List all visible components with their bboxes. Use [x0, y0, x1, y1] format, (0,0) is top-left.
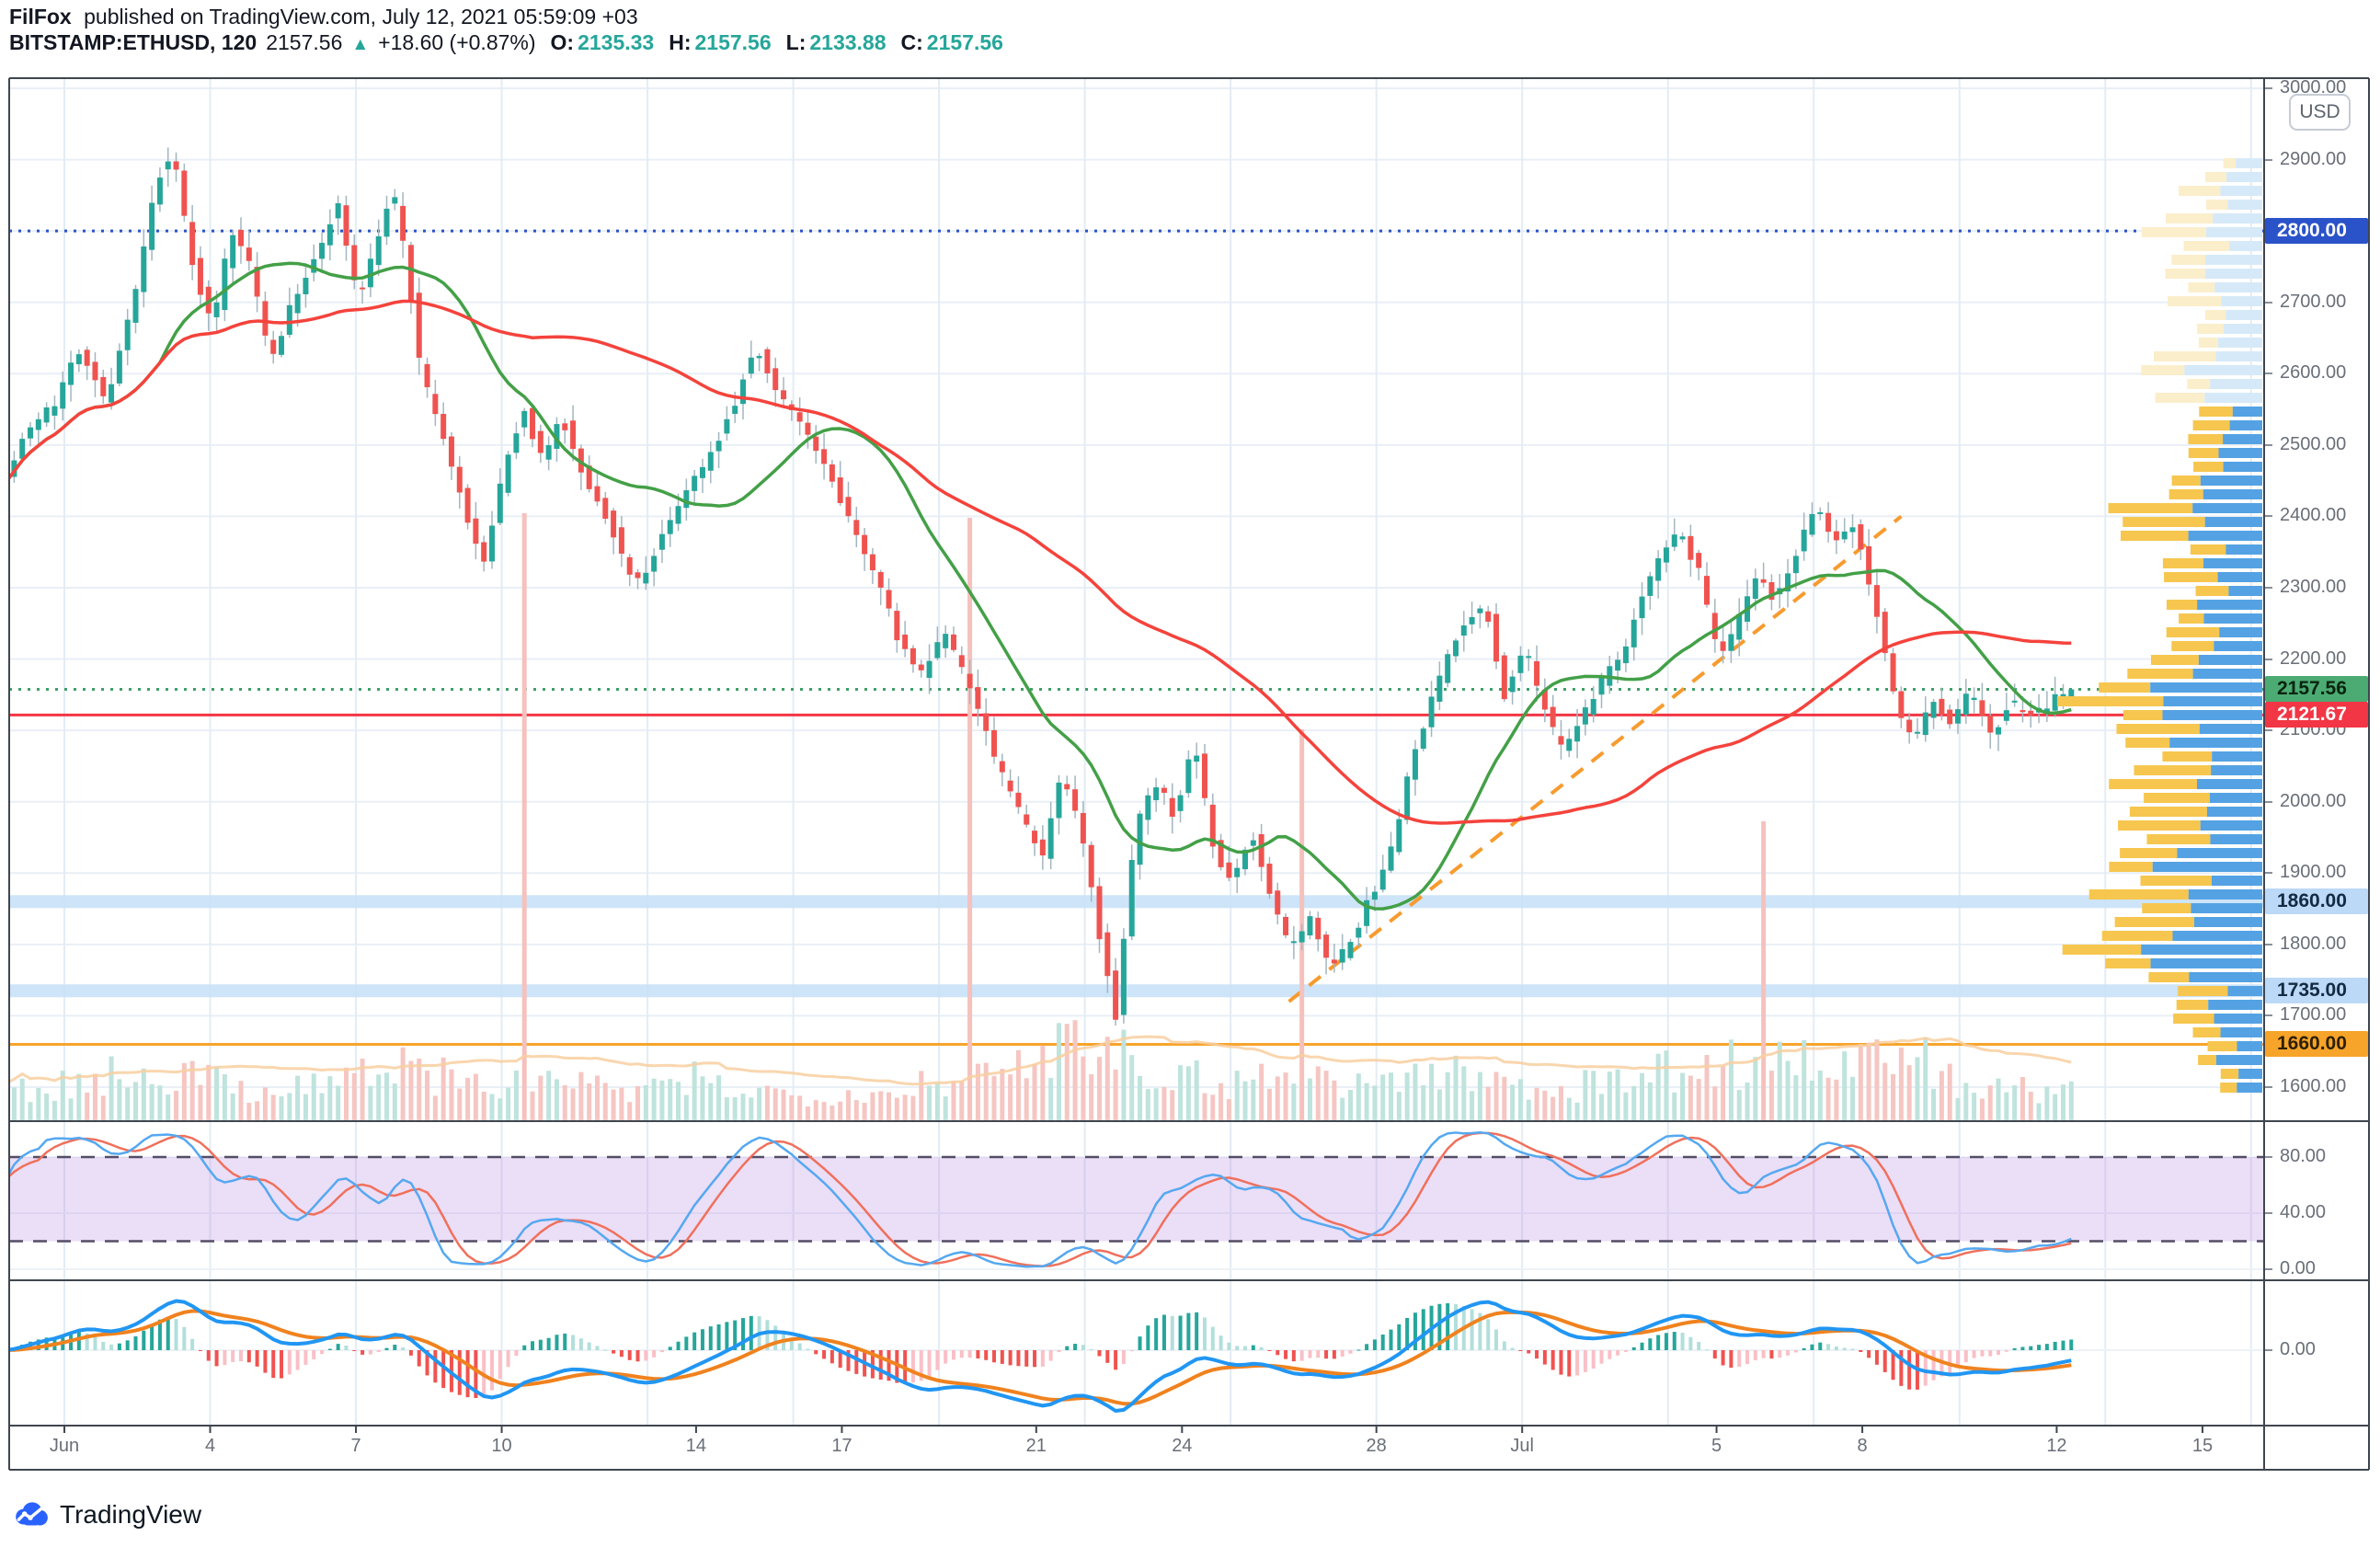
time-axis-label: 15 — [2191, 1436, 2214, 1456]
time-axis-label: 12 — [2046, 1436, 2067, 1456]
price-tick-mark — [2265, 943, 2272, 945]
low-label: L: — [785, 30, 807, 54]
time-axis-label: Jul — [1510, 1436, 1534, 1456]
price-tick-mark — [2265, 443, 2272, 446]
stoch-axis-label: 80.00 — [2280, 1146, 2327, 1166]
time-axis-label: 7 — [350, 1436, 361, 1456]
time-axis-label: 21 — [1025, 1436, 1047, 1456]
moving-averages — [9, 261, 2072, 911]
price-tick-mark — [2265, 586, 2272, 589]
macd-tick-mark — [2265, 1349, 2272, 1351]
price-tick-mark — [2265, 158, 2272, 161]
stoch-axis-label: 0.00 — [2280, 1258, 2316, 1278]
price-tick-mark — [2265, 1014, 2272, 1017]
stoch-tick-mark — [2265, 1156, 2272, 1158]
close-label: C: — [900, 30, 923, 54]
time-axis-label: 14 — [685, 1436, 707, 1456]
time-axis-label: 8 — [1857, 1436, 1868, 1456]
close-value: 2157.56 — [926, 30, 1003, 54]
price-axis[interactable]: 3000.00 2900.00 2700.00 2600.00 2500.00 2400.… — [2264, 77, 2369, 1470]
last-price: 2157.56 — [266, 30, 343, 54]
price-tick-mark — [2265, 729, 2272, 732]
price-tick-mark — [2265, 372, 2272, 375]
price-level-badge[interactable]: 1735.00 — [2265, 978, 2368, 1004]
time-axis-label: 5 — [1711, 1436, 1722, 1456]
time-axis-label: 10 — [491, 1436, 512, 1456]
low-value: 2133.88 — [809, 30, 887, 54]
time-axis-label: 17 — [831, 1436, 852, 1456]
price-axis-label: 3000.00 — [2280, 77, 2347, 97]
footer: TradingView — [12, 1500, 201, 1530]
publish-line: FilFox published on TradingView.com, Jul… — [9, 5, 638, 29]
price-axis-label: 2600.00 — [2280, 362, 2347, 384]
price-level-badge[interactable]: 2800.00 — [2265, 218, 2368, 245]
high-value: 2157.56 — [694, 30, 772, 54]
price-level-badge[interactable]: 2157.56 — [2265, 676, 2368, 703]
price-tick-mark — [2265, 658, 2272, 660]
price-axis-label: 2000.00 — [2280, 790, 2347, 811]
brand-name: TradingView — [60, 1500, 202, 1529]
publish-info: published on TradingView.com, July 12, 2… — [84, 5, 638, 29]
time-axis-label: 4 — [204, 1436, 216, 1456]
high-label: H: — [669, 30, 692, 54]
price-axis-label: 2400.00 — [2280, 505, 2347, 526]
price-tick-mark — [2265, 800, 2272, 803]
volume-bars — [9, 513, 2074, 1120]
volume-profile — [2056, 158, 2262, 1093]
price-level-badge[interactable]: 1660.00 — [2265, 1031, 2368, 1058]
price-level-lines — [9, 229, 2264, 1046]
price-tick-mark — [2265, 1085, 2272, 1088]
stoch-tick-mark — [2265, 1268, 2272, 1270]
open-value: 2135.33 — [578, 30, 655, 54]
price-tick-mark — [2265, 872, 2272, 875]
time-axis-label: 28 — [1366, 1436, 1387, 1456]
price-change: +18.60 (+0.87%) — [378, 30, 536, 54]
price-tick-mark — [2265, 87, 2272, 89]
stoch-tick-mark — [2265, 1212, 2272, 1214]
macd-panel — [9, 1299, 2074, 1413]
price-level-badge[interactable]: 2121.67 — [2265, 702, 2368, 728]
price-axis-label: 2700.00 — [2280, 291, 2347, 312]
price-axis-label: 1900.00 — [2280, 862, 2347, 883]
price-axis-label: 2500.00 — [2280, 433, 2347, 454]
panel-borders — [8, 77, 2370, 1471]
time-axis-label: 24 — [1172, 1436, 1193, 1456]
price-axis-label: 1700.00 — [2280, 1004, 2347, 1026]
currency-badge[interactable]: USD — [2289, 94, 2351, 131]
gridlines — [9, 78, 2264, 1426]
time-axis-label: Jun — [49, 1436, 80, 1456]
price-axis-label: 1600.00 — [2280, 1075, 2347, 1096]
stochastic-panel — [9, 1130, 2264, 1268]
symbol-line: BITSTAMP:ETHUSD, 120 2157.56 ▲ +18.60 (+… — [9, 30, 1003, 55]
price-axis-label: 2200.00 — [2280, 647, 2347, 669]
price-level-badge[interactable]: 1860.00 — [2265, 888, 2368, 915]
symbol-interval[interactable]: BITSTAMP:ETHUSD, 120 — [9, 30, 257, 54]
time-axis[interactable]: Jun 4 7 10 14 17 21 24 28 Jul 5 8 12 15 — [9, 1426, 2264, 1470]
author-name: FilFox — [9, 5, 72, 29]
price-tick-mark — [2265, 515, 2272, 518]
stoch-axis-label: 40.00 — [2280, 1202, 2327, 1222]
price-axis-label: 2300.00 — [2280, 576, 2347, 597]
price-tick-mark — [2265, 301, 2272, 304]
open-label: O: — [550, 30, 575, 54]
tradingview-logo-icon[interactable] — [12, 1500, 51, 1530]
up-arrow-icon: ▲ — [351, 35, 370, 54]
price-axis-label: 2900.00 — [2280, 148, 2347, 169]
price-axis-label: 1800.00 — [2280, 933, 2347, 954]
macd-axis-label: 0.00 — [2280, 1339, 2316, 1359]
trendline — [1287, 514, 1903, 1003]
